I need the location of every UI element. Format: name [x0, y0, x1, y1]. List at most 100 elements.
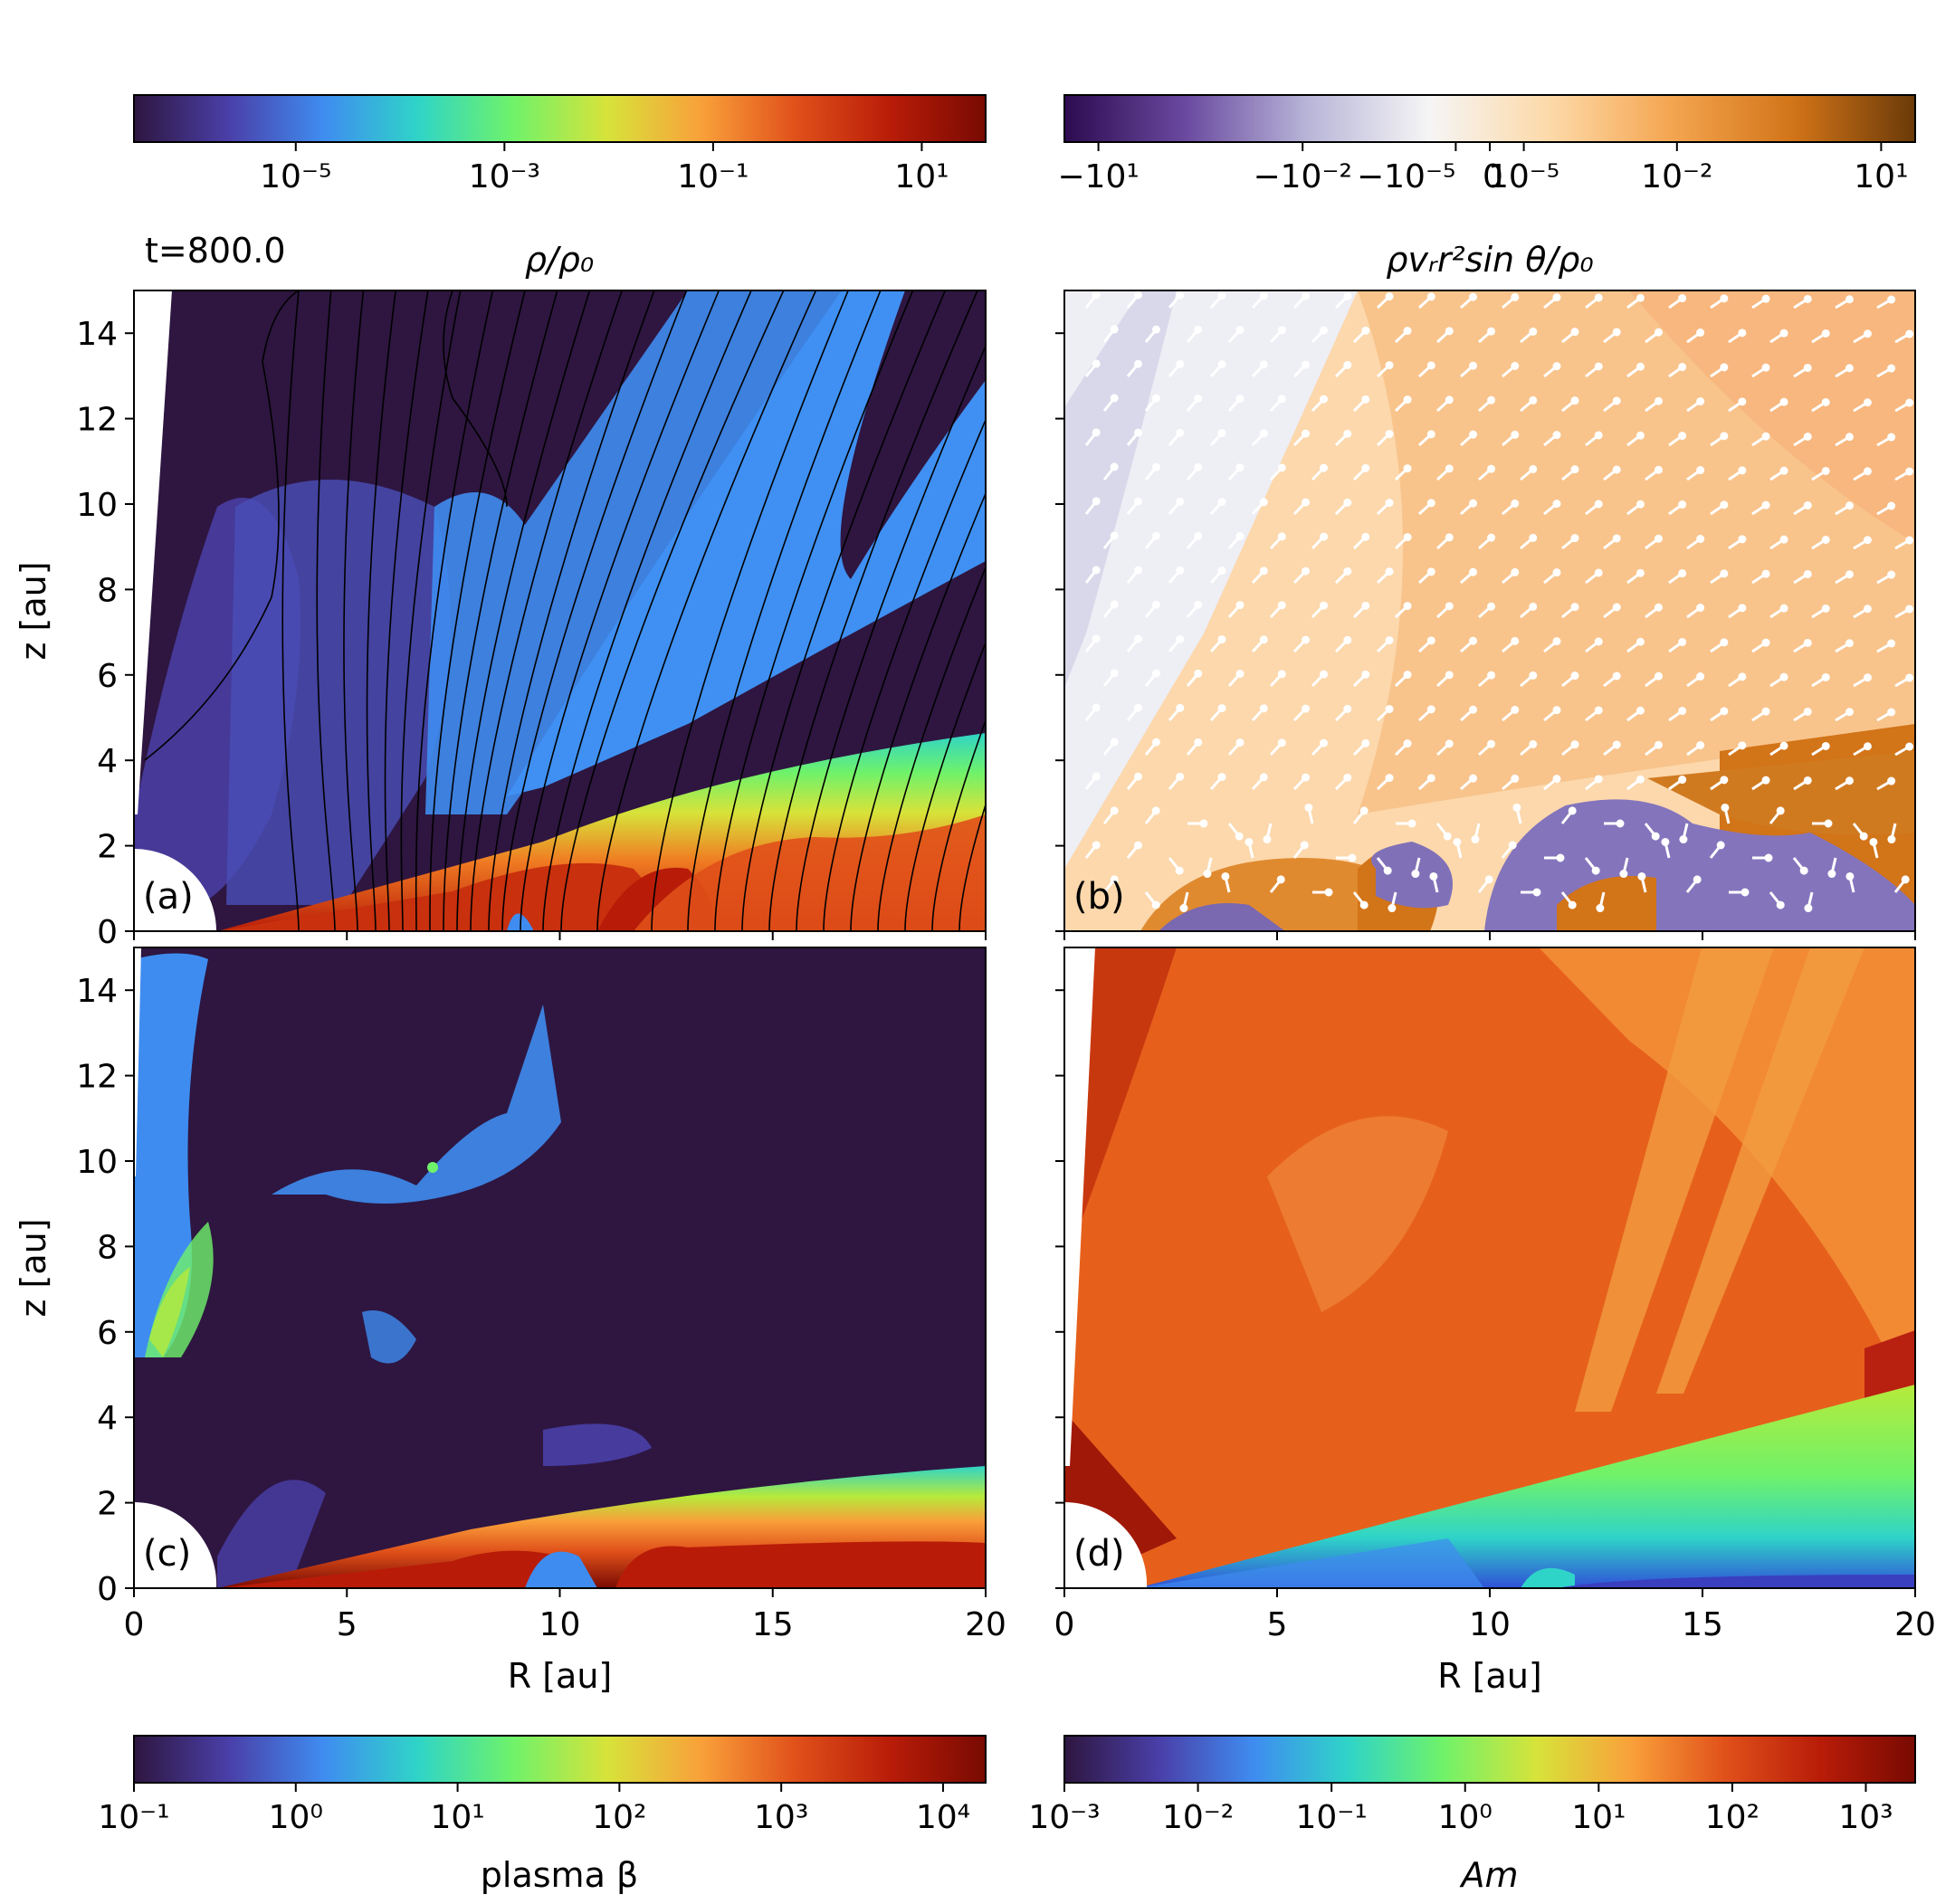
- velocity-arrow-head: [1092, 566, 1101, 575]
- velocity-arrow-head: [1529, 464, 1538, 473]
- velocity-arrow-head: [1761, 500, 1770, 509]
- velocity-arrow-head: [1194, 738, 1203, 747]
- x-tick-label: 0: [1054, 1606, 1075, 1643]
- velocity-arrow-head: [1302, 498, 1311, 507]
- velocity-arrow-head: [1738, 535, 1747, 544]
- velocity-arrow-head: [1361, 326, 1370, 335]
- colorbar-tick-label: 10⁻³: [469, 158, 540, 195]
- x-tick-label: 10: [1469, 1606, 1511, 1643]
- velocity-arrow-head: [1469, 292, 1478, 301]
- velocity-arrow-head: [1445, 464, 1454, 473]
- velocity-arrow-head: [1235, 670, 1245, 679]
- field-line: [281, 290, 300, 931]
- velocity-arrow-head: [1469, 430, 1478, 439]
- colorbar-tick-label: 10⁻¹: [98, 1799, 169, 1836]
- colorbar-tick-label: 10⁻²: [1641, 158, 1712, 195]
- velocity-arrow-head: [1905, 398, 1914, 407]
- velocity-arrow-head: [1426, 361, 1435, 370]
- velocity-arrow-head: [1217, 291, 1226, 300]
- field-line: [456, 290, 591, 931]
- velocity-arrow-head: [1176, 290, 1185, 300]
- velocity-arrow-head: [1235, 463, 1245, 472]
- velocity-arrow-head: [1612, 671, 1621, 681]
- velocity-arrow-head: [1403, 602, 1412, 611]
- velocity-arrow-head: [1654, 603, 1663, 612]
- velocity-arrow-head: [1343, 291, 1352, 300]
- velocity-arrow-head: [1361, 395, 1370, 404]
- velocity-arrow-head: [1403, 739, 1412, 748]
- y-tick-label: 2: [97, 829, 118, 866]
- velocity-arrow-head: [1388, 904, 1397, 913]
- velocity-arrow-head: [1824, 819, 1833, 828]
- velocity-arrow-head: [1133, 772, 1142, 781]
- y-tick-label: 0: [97, 1571, 118, 1608]
- panel-d-am: [1064, 947, 1915, 1588]
- velocity-arrow-head: [1720, 432, 1729, 441]
- velocity-arrow-head: [1863, 467, 1872, 476]
- velocity-arrow-head: [1552, 293, 1561, 302]
- field-line: [560, 290, 785, 931]
- velocity-arrow-head: [1721, 803, 1730, 812]
- velocity-arrow-head: [1619, 870, 1628, 879]
- velocity-arrow-head: [1320, 670, 1329, 679]
- velocity-arrow-head: [1845, 364, 1854, 373]
- field-line: [488, 290, 655, 931]
- field-line: [768, 290, 978, 931]
- velocity-arrow-head: [1487, 739, 1496, 748]
- velocity-arrow-head: [1636, 775, 1645, 784]
- velocity-arrow-head: [1199, 819, 1208, 828]
- velocity-arrow-head: [1194, 462, 1203, 471]
- velocity-arrow-head: [1176, 359, 1185, 368]
- velocity-arrow-head: [1302, 291, 1311, 300]
- velocity-arrow-head: [1151, 669, 1160, 678]
- velocity-arrow-head: [1194, 600, 1203, 609]
- colorbar-tick-label: 10²: [592, 1799, 646, 1836]
- velocity-arrow-head: [1259, 429, 1268, 438]
- velocity-arrow-head: [1654, 396, 1663, 405]
- colorbar-density: 10⁻⁵ 10⁻³ 10⁻¹ 10¹ ρ/ρ₀: [133, 94, 987, 280]
- velocity-arrow-head: [1151, 738, 1160, 747]
- velocity-arrow-head: [1403, 533, 1412, 542]
- velocity-arrow-head: [1302, 566, 1311, 576]
- velocity-arrow-head: [1761, 569, 1770, 578]
- velocity-arrow-head: [1385, 292, 1394, 301]
- y-tick-label: 6: [97, 658, 118, 695]
- velocity-arrow-head: [1738, 604, 1747, 613]
- velocity-arrow-head: [1905, 329, 1914, 338]
- velocity-arrow-head: [1651, 832, 1660, 841]
- velocity-arrow-head: [1779, 397, 1788, 406]
- y-axis-label: z [au]: [14, 1218, 53, 1317]
- panel-b-mass-flux: [1064, 290, 1915, 931]
- colorbar-tick-label: 10⁻²: [1162, 1799, 1234, 1836]
- velocity-arrow-head: [1320, 601, 1329, 610]
- velocity-arrow-head: [1678, 432, 1687, 441]
- velocity-arrow-head: [1304, 803, 1313, 812]
- velocity-arrow-head: [1320, 463, 1329, 472]
- velocity-arrow-head: [1716, 841, 1725, 850]
- velocity-arrow-head: [1343, 360, 1352, 369]
- velocity-arrow-head: [1133, 428, 1142, 437]
- velocity-arrow-head: [1133, 566, 1142, 575]
- field-line: [687, 290, 882, 931]
- velocity-arrow-head: [1776, 900, 1785, 909]
- velocity-arrow-head: [1361, 532, 1370, 541]
- velocity-arrow-head: [1594, 293, 1603, 302]
- x-tick-label: 0: [124, 1606, 145, 1643]
- velocity-arrow-head: [1636, 293, 1645, 302]
- velocity-arrow-head: [1740, 888, 1750, 897]
- velocity-arrow-head: [1696, 535, 1705, 544]
- velocity-arrow-head: [1761, 638, 1770, 647]
- velocity-arrow-head: [1532, 888, 1541, 897]
- velocity-arrow-head: [1693, 875, 1702, 884]
- velocity-arrow-head: [1259, 773, 1268, 782]
- velocity-arrow-head: [1570, 465, 1579, 474]
- velocity-arrow-head: [1343, 566, 1352, 576]
- velocity-arrow-head: [1761, 707, 1770, 716]
- velocity-arrow-head: [1110, 875, 1119, 884]
- velocity-arrow-head: [1720, 776, 1729, 785]
- velocity-arrow-head: [1151, 531, 1160, 540]
- velocity-arrow-head: [1512, 803, 1521, 812]
- velocity-arrow-head: [1863, 673, 1872, 682]
- field-line: [714, 290, 914, 931]
- velocity-arrow-head: [1529, 327, 1538, 336]
